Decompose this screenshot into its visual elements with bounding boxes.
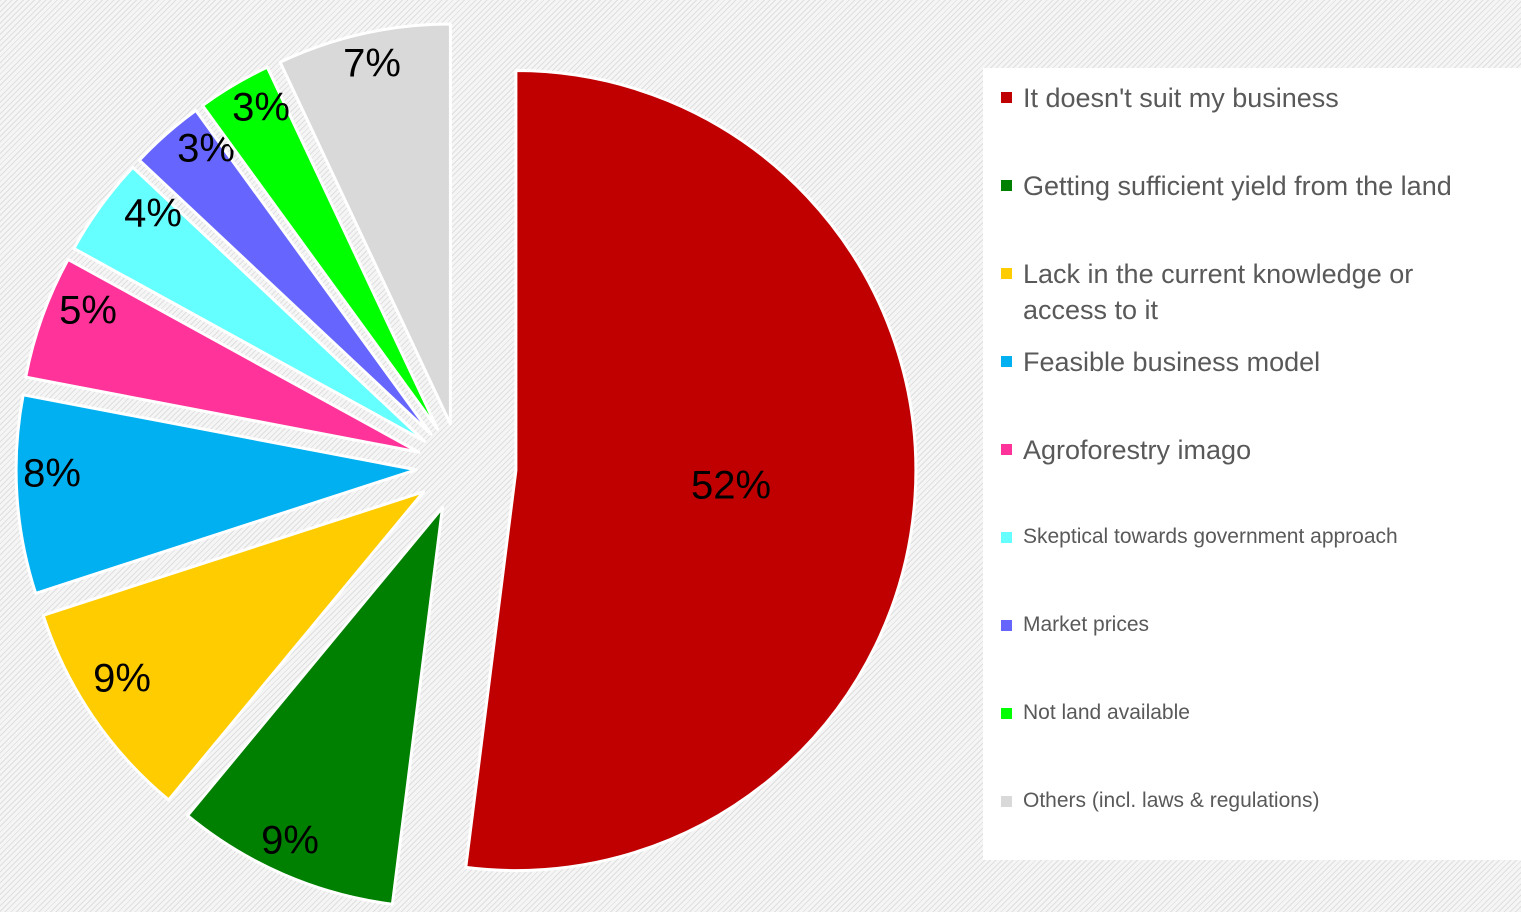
legend-swatch xyxy=(1001,180,1012,191)
pie-slice xyxy=(14,393,418,595)
pie-slice xyxy=(464,69,918,873)
slice-data-label: 5% xyxy=(59,289,117,333)
slice-data-label: 7% xyxy=(343,42,401,86)
slice-data-label: 8% xyxy=(23,452,81,496)
legend-label: Market prices xyxy=(1023,613,1150,636)
legend-swatch xyxy=(1001,356,1012,367)
legend-label: Feasible business model xyxy=(1023,347,1321,377)
legend-swatch xyxy=(1001,268,1012,279)
slice-data-label: 52% xyxy=(691,464,771,508)
legend-label: Not land available xyxy=(1023,701,1190,724)
legend-label: Lack in the current knowledge or access … xyxy=(1023,259,1414,325)
legend-swatch xyxy=(1001,92,1012,103)
legend-label: Getting sufficient yield from the land xyxy=(1023,171,1452,201)
legend-label: Skeptical towards government approach xyxy=(1023,525,1398,548)
slice-data-label: 3% xyxy=(232,86,290,130)
legend-swatch xyxy=(1001,444,1012,455)
legend-swatch xyxy=(1001,708,1012,719)
legend-swatch xyxy=(1001,796,1012,807)
pie-slice xyxy=(41,490,426,802)
legend-label: Agroforestry imago xyxy=(1023,435,1252,465)
slice-data-label: 4% xyxy=(124,192,182,236)
legend-swatch xyxy=(1001,620,1012,631)
pie-slice xyxy=(200,65,440,431)
legend-label: Others (incl. laws & regulations) xyxy=(1023,789,1320,812)
chart-legend: It doesn't suit my business Getting suff… xyxy=(983,68,1521,860)
pie-slice xyxy=(24,257,421,454)
slice-data-label: 9% xyxy=(93,657,151,701)
legend-swatch xyxy=(1001,532,1012,543)
pie-plot-area: 52%9%9%8%5%4%3%3%7% xyxy=(14,22,918,906)
pie-slice xyxy=(186,505,445,906)
pie-slice xyxy=(72,165,426,443)
pie-slice xyxy=(278,22,452,426)
pie-slice xyxy=(137,108,433,436)
slice-data-label: 9% xyxy=(261,819,319,863)
legend-label: It doesn't suit my business xyxy=(1023,83,1339,113)
